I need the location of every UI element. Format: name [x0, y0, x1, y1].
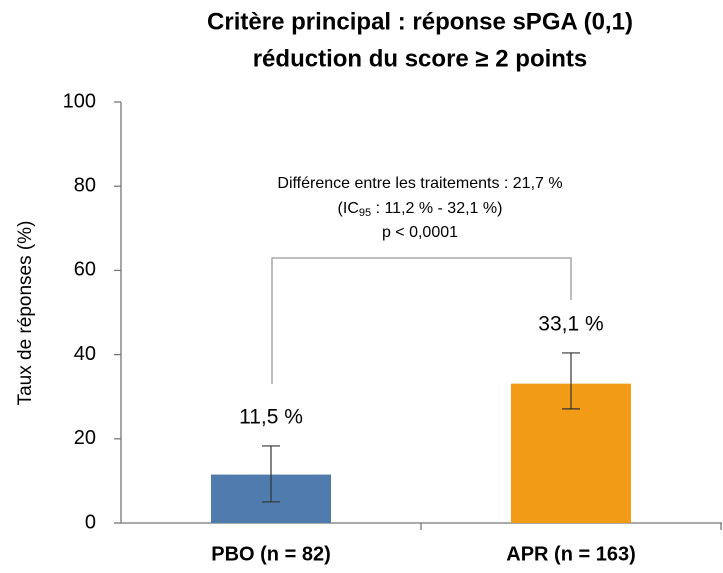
chart-title: Critère principal : réponse sPGA (0,1) [207, 8, 633, 35]
y-tick-label: 20 [74, 427, 96, 449]
comparison-bracket [271, 257, 572, 384]
value-label: 11,5 % [239, 406, 303, 429]
annotation-part: (IC [338, 200, 359, 217]
y-axis-label: Taux de réponses (%) [15, 221, 36, 406]
annotation: (IC95 : 11,2 % - 32,1 %) [338, 200, 503, 219]
y-tick-label: 80 [74, 174, 96, 196]
y-tick-label: 60 [74, 259, 96, 281]
annotation-part: : 11,2 % - 32,1 %) [371, 200, 502, 217]
y-tick-label: 100 [63, 90, 96, 112]
y-tick-label: 0 [85, 511, 96, 533]
annotation-subscript: 95 [359, 207, 371, 219]
x-tick-label: APR (n = 163) [506, 543, 635, 565]
y-tick-label: 40 [74, 343, 96, 365]
chart-title: réduction du score ≥ 2 points [253, 45, 588, 72]
annotation: p < 0,0001 [382, 224, 458, 241]
annotation: Différence entre les traitements : 21,7 … [277, 175, 562, 192]
x-tick-label: PBO (n = 82) [211, 543, 330, 565]
value-label: 33,1 % [538, 312, 603, 335]
